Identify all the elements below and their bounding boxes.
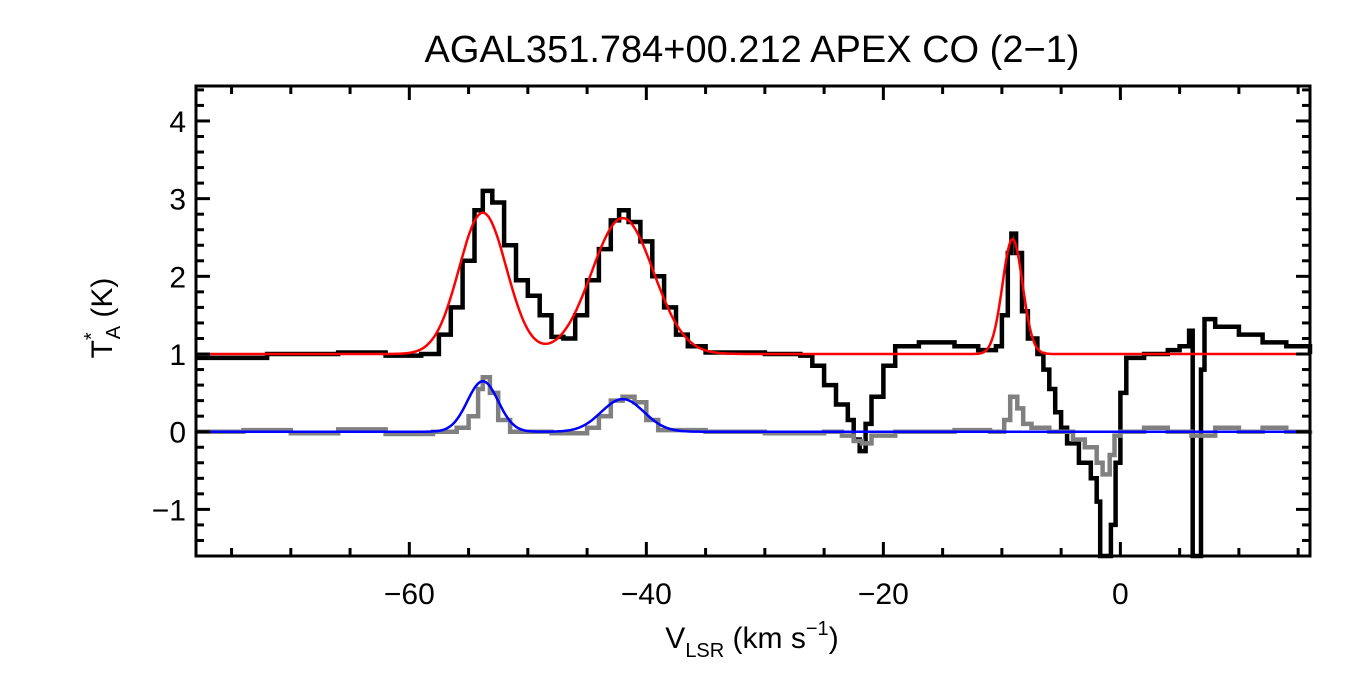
chart-title: AGAL351.784+00.212 APEX CO (2−1) — [425, 29, 1080, 71]
y-axis-label-sub: A — [103, 325, 125, 339]
y-tick-label: −1 — [152, 494, 186, 527]
x-axis-label-unit: (km s — [724, 622, 806, 655]
x-tick-label: 0 — [1112, 578, 1129, 611]
y-axis-label: T*A (K) — [81, 278, 125, 359]
plot-frame — [194, 84, 1312, 558]
y-axis-label-unit: (K) — [86, 278, 119, 326]
y-tick-label: 2 — [169, 261, 186, 294]
series-2-gaussian-fit — [196, 211, 1310, 356]
x-axis-label-unit-exponent: −1 — [806, 618, 829, 640]
y-tick-label: 0 — [169, 417, 186, 450]
series-1-observed-spectrum — [196, 375, 1313, 477]
x-tick-label: −40 — [621, 578, 672, 611]
x-tick-label: −60 — [384, 578, 435, 611]
y-axis-label-sup: * — [81, 332, 103, 340]
y-tick-label: 1 — [169, 339, 186, 372]
ticks-layer: −60 −40 −20 0 −1 0 1 2 3 4 — [152, 86, 1310, 611]
y-axis-label-main: T — [86, 340, 119, 358]
y-tick-label: 4 — [169, 106, 186, 139]
x-tick-label: −20 — [858, 578, 909, 611]
x-axis-label-main: V — [665, 622, 685, 655]
x-axis-label-sub: LSR — [685, 640, 724, 662]
series-3-gaussian-fit — [196, 379, 1310, 433]
series-0-observed-spectrum — [196, 188, 1313, 559]
y-tick-label: 3 — [169, 184, 186, 217]
data-layer — [196, 188, 1313, 559]
x-axis-label: VLSR (km s−1) — [665, 618, 838, 662]
x-axis-label-unit-close: ) — [829, 622, 839, 655]
